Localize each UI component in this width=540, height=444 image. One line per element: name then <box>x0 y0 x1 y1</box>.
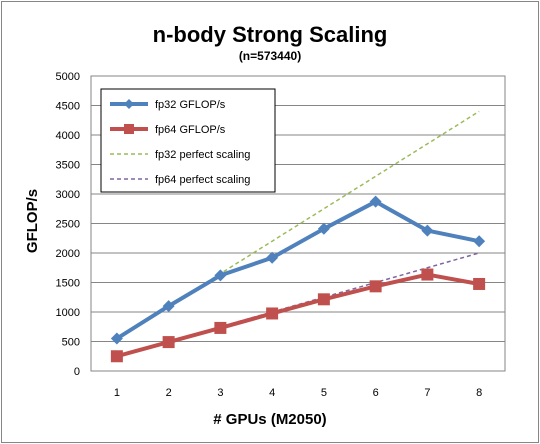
point-1-2 <box>214 321 227 334</box>
legend-marker-0 <box>124 99 134 109</box>
point-0-2 <box>214 269 227 282</box>
plot-area-border <box>90 75 506 372</box>
y-tick-label-4: 2000 <box>56 248 80 260</box>
y-tick-label-6: 3000 <box>56 189 80 201</box>
x-tick-label-6: 7 <box>424 387 430 399</box>
x-tick-label-2: 3 <box>217 387 223 399</box>
x-tick-label-3: 4 <box>269 387 275 399</box>
x-tick-label-7: 8 <box>476 387 482 399</box>
series-line-0 <box>115 199 480 341</box>
y-tick-label-1: 500 <box>62 337 80 349</box>
y-tick-label-9: 4500 <box>56 101 80 113</box>
legend-label-3: fp64 perfect scaling <box>155 174 250 186</box>
point-0-1 <box>162 300 175 313</box>
legend-item-1: fp64 GFLOP/s <box>110 124 226 136</box>
y-tick-label-7: 3500 <box>56 160 80 172</box>
x-tick-labels: 1 2 3 4 5 6 7 8 <box>114 387 482 399</box>
y-tick-label-5: 2500 <box>56 219 80 231</box>
point-0-4 <box>317 222 330 235</box>
point-1-5 <box>369 280 382 293</box>
y-tick-label-2: 1000 <box>56 307 80 319</box>
point-1-4 <box>317 293 330 306</box>
y-tick-labels: 0 500 1000 1500 2000 2500 3000 3500 4000 4500 5000 <box>56 71 80 378</box>
legend-label-2: fp32 perfect scaling <box>155 149 250 161</box>
x-axis-label: # GPUs (M2050) <box>213 411 326 428</box>
point-1-0 <box>110 350 123 363</box>
y-axis-label: GFLOP/s <box>24 189 41 253</box>
legend: fp32 GFLOP/s fp64 GFLOP/s fp32 perfect sca… <box>100 88 276 193</box>
series-layer <box>110 110 486 363</box>
point-1-6 <box>421 268 434 281</box>
point-0-5 <box>369 195 382 208</box>
point-0-3 <box>266 251 279 264</box>
legend-label-1: fp64 GFLOP/s <box>155 124 226 136</box>
legend-label-0: fp32 GFLOP/s <box>155 99 226 111</box>
x-tick-label-4: 5 <box>321 387 327 399</box>
y-tick-label-0: 0 <box>74 366 80 378</box>
legend-item-3: fp64 perfect scaling <box>110 174 250 186</box>
point-1-1 <box>162 336 175 349</box>
point-0-0 <box>110 332 123 345</box>
y-tick-label-10: 5000 <box>56 71 80 83</box>
series-0 <box>110 195 486 345</box>
point-1-7 <box>473 277 486 290</box>
point-0-6 <box>421 224 434 237</box>
legend-marker-1 <box>124 124 134 134</box>
y-tick-label-8: 4000 <box>56 130 80 142</box>
legend-item-2: fp32 perfect scaling <box>110 149 250 161</box>
x-tick-label-1: 2 <box>166 387 172 399</box>
x-tick-label-0: 1 <box>114 387 120 399</box>
point-0-7 <box>473 235 486 248</box>
legend-item-0: fp32 GFLOP/s <box>110 99 226 111</box>
series-1 <box>110 268 486 363</box>
x-tick-label-5: 6 <box>373 387 379 399</box>
chart-title: n-body Strong Scaling <box>153 22 388 47</box>
y-tick-label-3: 1500 <box>56 278 80 290</box>
series-line-1 <box>116 272 480 359</box>
point-1-3 <box>266 307 279 320</box>
chart-subtitle: (n=573440) <box>239 49 301 63</box>
